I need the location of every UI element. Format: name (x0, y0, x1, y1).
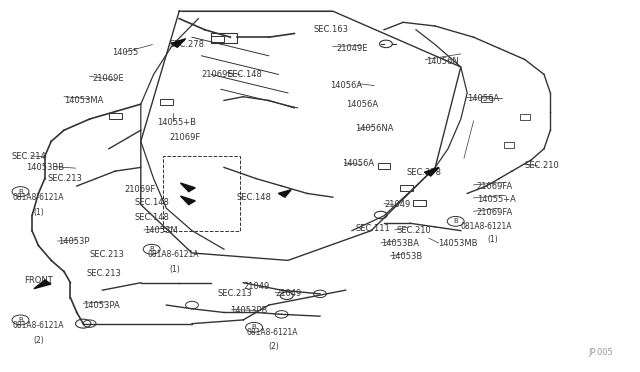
Bar (504, 142, 514, 148)
Text: (1): (1) (33, 208, 44, 217)
Text: SEC.148: SEC.148 (134, 213, 169, 222)
Bar (481, 96, 492, 102)
Text: 081A8-6121A: 081A8-6121A (13, 321, 64, 330)
Polygon shape (34, 280, 51, 289)
Polygon shape (424, 167, 439, 176)
Text: SEC.213: SEC.213 (90, 250, 124, 259)
Text: 21069F: 21069F (125, 185, 156, 194)
Text: SEC.210: SEC.210 (397, 226, 431, 235)
Text: 081A8-6121A: 081A8-6121A (13, 193, 64, 202)
Text: 14053BB: 14053BB (26, 163, 64, 172)
Text: 21049: 21049 (243, 282, 269, 291)
Text: SEC.213: SEC.213 (86, 269, 121, 278)
Polygon shape (278, 190, 291, 197)
Text: B: B (149, 246, 154, 252)
Text: SEC.148: SEC.148 (227, 70, 262, 79)
Text: 14055+A: 14055+A (477, 195, 516, 203)
Text: 21049E: 21049E (336, 44, 367, 53)
Text: 21069E: 21069E (93, 74, 124, 83)
Text: 14056A: 14056A (467, 94, 499, 103)
Text: 14056N: 14056N (426, 57, 458, 66)
Text: FRONT: FRONT (24, 276, 53, 285)
Bar (160, 99, 173, 105)
Bar (163, 156, 240, 231)
Text: SEC.278: SEC.278 (406, 169, 442, 177)
Bar (109, 113, 122, 119)
Text: SEC.213: SEC.213 (218, 289, 252, 298)
Polygon shape (171, 39, 186, 47)
Text: SEC.148: SEC.148 (134, 198, 169, 207)
Polygon shape (180, 183, 195, 192)
Text: (2): (2) (269, 342, 280, 351)
Text: B: B (453, 218, 458, 224)
Text: SEC.278: SEC.278 (170, 40, 205, 49)
Text: 14056A: 14056A (342, 159, 374, 168)
Text: 21049: 21049 (275, 289, 301, 298)
Bar (378, 163, 390, 169)
Bar (211, 36, 224, 42)
Text: 14055: 14055 (112, 48, 138, 57)
Text: SEC.163: SEC.163 (314, 25, 349, 34)
Text: SEC.148: SEC.148 (237, 193, 271, 202)
Text: (1): (1) (170, 265, 180, 274)
Text: 14053MB: 14053MB (438, 239, 478, 248)
Text: 21049: 21049 (384, 200, 410, 209)
Text: 14056A: 14056A (330, 81, 362, 90)
Bar (400, 185, 413, 191)
Text: 14056NA: 14056NA (355, 124, 394, 133)
Text: SEC.210: SEC.210 (525, 161, 559, 170)
Text: SEC.214: SEC.214 (12, 152, 46, 161)
Text: 21069FA: 21069FA (477, 182, 513, 190)
Text: 081A8-6121A: 081A8-6121A (147, 250, 198, 259)
Text: 081A8-6121A: 081A8-6121A (461, 222, 512, 231)
Text: 14053BA: 14053BA (381, 239, 419, 248)
Text: 14053PA: 14053PA (83, 301, 120, 310)
Text: B: B (252, 324, 257, 330)
Text: 14056A: 14056A (346, 100, 378, 109)
Bar (211, 33, 237, 43)
Bar (520, 114, 530, 120)
Text: 14053MA: 14053MA (64, 96, 104, 105)
Text: 14053P: 14053P (58, 237, 89, 246)
Text: SEC.213: SEC.213 (48, 174, 83, 183)
Text: 14053B: 14053B (390, 252, 422, 261)
Text: 14053M: 14053M (144, 226, 178, 235)
Text: B: B (18, 317, 23, 323)
Text: 14053PB: 14053PB (230, 306, 268, 315)
Text: 081A8-6121A: 081A8-6121A (246, 328, 298, 337)
Text: 21069FA: 21069FA (477, 208, 513, 217)
Text: B: B (18, 189, 23, 195)
Bar (413, 200, 426, 206)
Text: 21069E: 21069E (202, 70, 233, 79)
Polygon shape (180, 196, 195, 205)
Text: 14055+B: 14055+B (157, 118, 196, 127)
Text: SEC.111: SEC.111 (355, 224, 390, 233)
Text: 21069F: 21069F (170, 133, 201, 142)
Text: (1): (1) (488, 235, 499, 244)
Text: (2): (2) (33, 336, 44, 345)
Text: JP.005: JP.005 (589, 348, 614, 357)
